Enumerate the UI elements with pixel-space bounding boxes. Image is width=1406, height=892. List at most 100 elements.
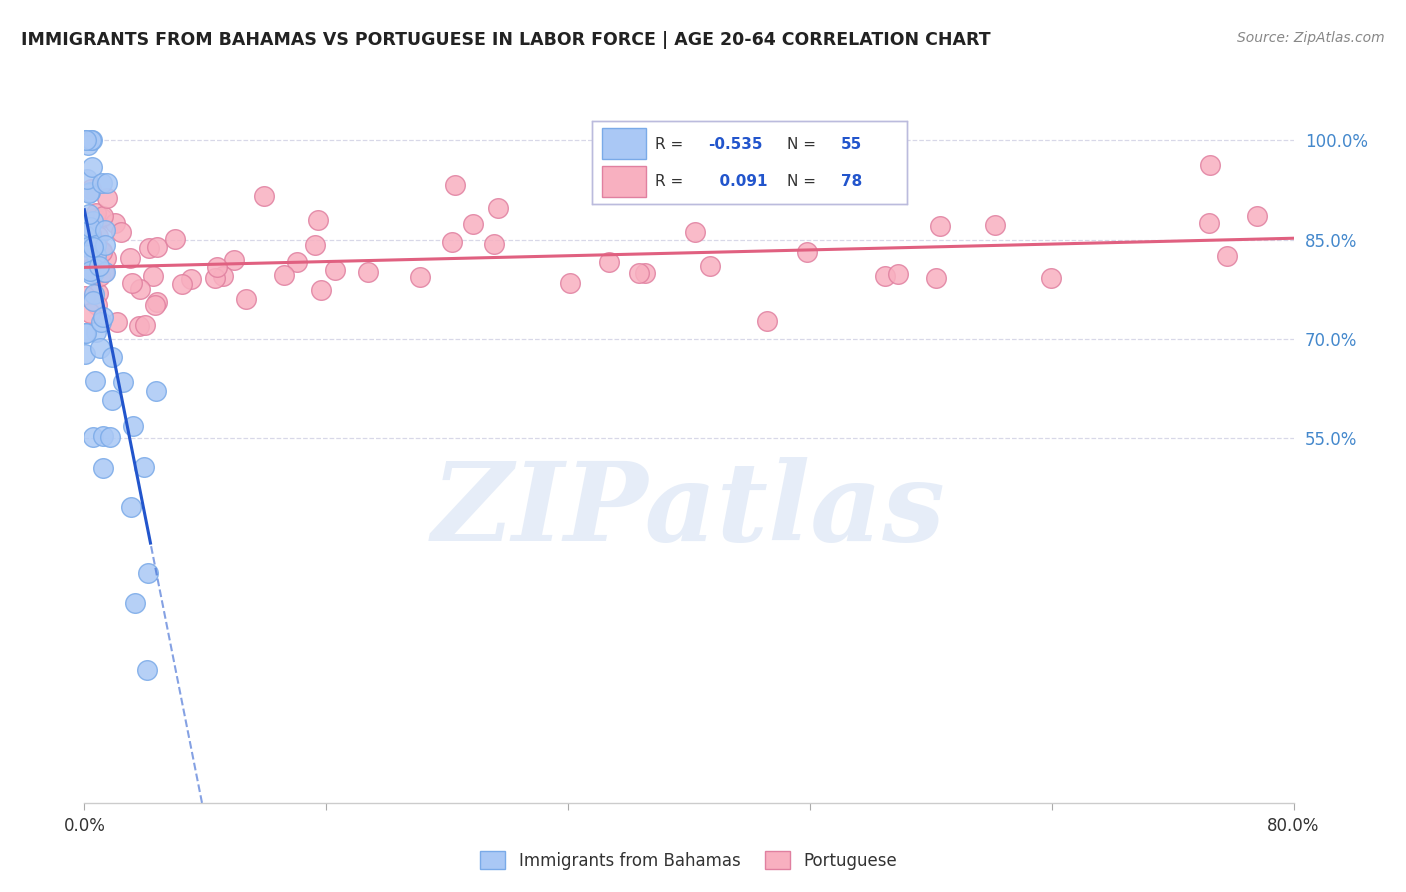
Legend: Immigrants from Bahamas, Portuguese: Immigrants from Bahamas, Portuguese: [472, 843, 905, 878]
Point: [925, 271, 948, 285]
Point: [84, 374, 107, 388]
Point: [875, 269, 897, 284]
Point: [96, 251, 118, 265]
Point: [76, 171, 98, 186]
Point: [91, 461, 114, 475]
Point: [124, 596, 146, 610]
Point: [82, 293, 104, 308]
Point: [91, 211, 114, 225]
Point: [105, 315, 128, 329]
Point: [84, 237, 107, 252]
Point: [211, 268, 233, 283]
Point: [79, 182, 101, 196]
Point: [444, 178, 467, 192]
Text: ZIPatlas: ZIPatlas: [432, 457, 946, 565]
Point: [75, 240, 97, 254]
Point: [76, 239, 98, 253]
Point: [80, 235, 103, 250]
Point: [83, 265, 105, 279]
Point: [128, 318, 150, 333]
Point: [120, 252, 142, 266]
Point: [1215, 249, 1237, 263]
Point: [84, 248, 107, 262]
Point: [100, 392, 122, 407]
Point: [143, 298, 166, 312]
Point: [235, 292, 257, 306]
Point: [100, 430, 122, 444]
Point: [79, 220, 101, 235]
Point: [84, 325, 107, 339]
Point: [90, 244, 112, 258]
Point: [84, 261, 107, 276]
Point: [79, 233, 101, 247]
Point: [77, 186, 100, 200]
Point: [91, 245, 114, 260]
Point: [91, 209, 114, 223]
Point: [142, 268, 165, 283]
Point: [1040, 271, 1063, 285]
Point: [77, 233, 100, 247]
Point: [87, 228, 110, 243]
Point: [76, 247, 98, 261]
Text: Source: ZipAtlas.com: Source: ZipAtlas.com: [1237, 31, 1385, 45]
Point: [91, 176, 114, 190]
Point: [180, 272, 202, 286]
Point: [887, 267, 910, 281]
Point: [84, 206, 107, 220]
Point: [75, 346, 97, 360]
Point: [90, 315, 112, 329]
Point: [96, 176, 118, 190]
Point: [96, 191, 118, 205]
Text: IMMIGRANTS FROM BAHAMAS VS PORTUGUESE IN LABOR FORCE | AGE 20-64 CORRELATION CHA: IMMIGRANTS FROM BAHAMAS VS PORTUGUESE IN…: [21, 31, 991, 49]
Point: [73, 238, 96, 252]
Point: [86, 298, 108, 312]
Point: [122, 419, 145, 434]
Point: [104, 216, 127, 230]
Point: [121, 276, 143, 290]
Point: [89, 342, 111, 356]
Point: [80, 133, 103, 147]
Point: [79, 264, 101, 278]
Point: [110, 225, 132, 239]
Point: [134, 460, 156, 475]
Point: [484, 237, 506, 252]
Point: [84, 211, 107, 225]
Point: [100, 351, 122, 365]
Point: [1246, 209, 1268, 223]
Point: [929, 219, 952, 234]
Point: [285, 255, 308, 269]
Point: [633, 266, 655, 280]
Point: [87, 285, 110, 300]
Point: [486, 201, 509, 215]
Point: [560, 277, 582, 291]
Point: [145, 384, 167, 398]
Point: [91, 310, 114, 325]
Point: [253, 188, 276, 202]
Point: [77, 207, 100, 221]
Point: [83, 287, 105, 301]
Point: [756, 314, 779, 328]
Point: [76, 138, 98, 153]
Point: [93, 265, 115, 279]
Point: [77, 255, 100, 269]
Point: [75, 227, 97, 242]
Point: [75, 326, 97, 341]
Point: [463, 218, 485, 232]
Point: [146, 240, 169, 254]
Point: [73, 326, 96, 340]
Point: [89, 261, 111, 276]
Point: [1198, 216, 1220, 230]
Point: [146, 294, 169, 309]
Point: [311, 283, 333, 297]
Point: [79, 227, 101, 241]
Point: [75, 133, 97, 147]
Point: [207, 260, 229, 275]
Point: [441, 235, 464, 249]
Point: [204, 270, 226, 285]
Point: [75, 133, 97, 147]
Point: [222, 253, 245, 268]
Point: [82, 240, 104, 254]
Point: [93, 238, 115, 252]
Point: [699, 259, 721, 273]
Point: [136, 663, 159, 677]
